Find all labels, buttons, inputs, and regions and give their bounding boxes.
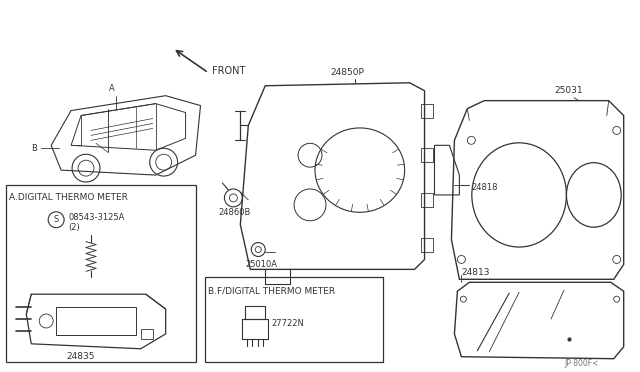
Bar [56,307,136,335]
Bar [141,329,153,339]
Text: 27722N: 27722N [271,320,304,328]
Text: 24818: 24818 [471,183,498,192]
Bar [6,185,196,362]
Text: 24813: 24813 [461,268,490,277]
Text: 25010A: 25010A [245,260,277,269]
Text: A.DIGITAL THERMO METER: A.DIGITAL THERMO METER [10,193,128,202]
Text: S: S [54,215,59,224]
Bar [420,148,433,162]
Text: B: B [31,144,37,153]
Text: FRONT: FRONT [212,66,246,76]
Text: 24860B: 24860B [218,208,251,217]
Bar [205,277,383,362]
Text: B.F/DIGITAL THERMO METER: B.F/DIGITAL THERMO METER [209,286,335,295]
Text: 24835: 24835 [66,352,95,361]
Text: JP·800F<: JP·800F< [564,359,598,368]
Text: 24850P: 24850P [330,68,364,77]
Bar [420,193,433,207]
Text: 08543-3125A: 08543-3125A [68,213,124,222]
Text: A: A [109,84,115,93]
Text: (2): (2) [68,223,80,232]
Bar [420,104,433,118]
Bar [420,238,433,251]
Text: 25031: 25031 [554,86,582,95]
